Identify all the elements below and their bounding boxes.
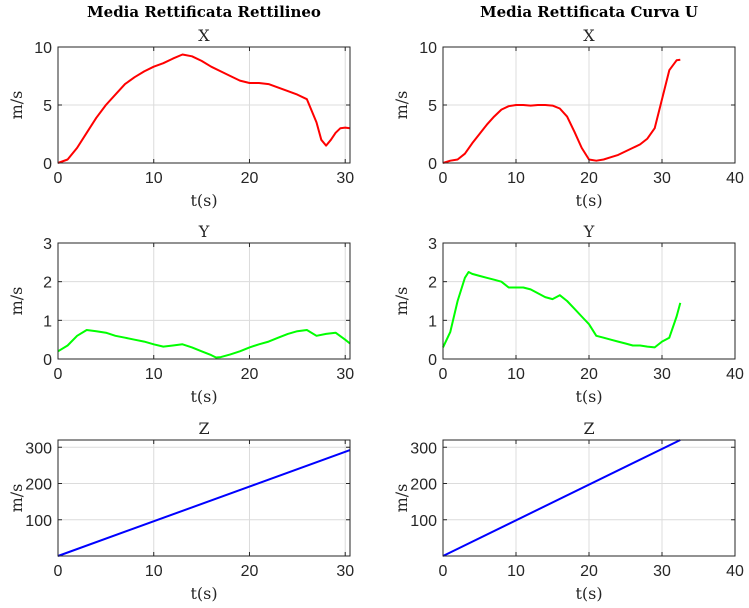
x-tick-label: 40: [726, 563, 744, 580]
plot-area: [58, 440, 350, 556]
y-tick-label: 3: [428, 236, 437, 253]
x-tick-label: 20: [241, 563, 259, 580]
y-tick-label: 0: [428, 352, 437, 369]
x-tick-label: 20: [580, 563, 598, 580]
x-tick-label: 10: [145, 563, 163, 580]
x-tick-label: 10: [507, 563, 525, 580]
y-tick-label: 1: [43, 313, 52, 330]
y-tick-label: 300: [410, 440, 437, 457]
subplot-title: X: [583, 26, 595, 45]
x-tick-label: 20: [580, 170, 598, 187]
subplot-title: X: [198, 26, 210, 45]
subplot-title: Z: [198, 419, 209, 438]
x-tick-label: 0: [54, 170, 63, 187]
subplot-5: 0 10 20 30 100 200 300 Zt(s) m/s: [7, 419, 354, 603]
series-line: [57, 53, 351, 164]
x-axis-label: t(s): [575, 584, 602, 603]
x-tick-label: 30: [336, 366, 354, 383]
x-tick-label: 40: [726, 170, 744, 187]
subplot-2: 0 10 20 30 40 0 5 10 Xt(s) m/s Media Rettificata C…: [392, 3, 744, 210]
y-tick-label: 2: [43, 275, 52, 292]
y-tick-label: 3: [43, 236, 52, 253]
x-tick-label: 20: [580, 366, 598, 383]
x-axis-label: t(s): [575, 387, 602, 406]
x-tick-label: 30: [653, 563, 671, 580]
y-tick-label: 5: [428, 98, 437, 115]
y-tick-label: 300: [25, 440, 52, 457]
y-axis-label: m/s: [7, 484, 26, 513]
x-tick-label: 30: [336, 563, 354, 580]
series-line: [442, 439, 681, 557]
x-tick-label: 10: [507, 170, 525, 187]
x-tick-label: 0: [54, 563, 63, 580]
y-axis-label: m/s: [392, 287, 411, 316]
x-tick-label: 10: [145, 170, 163, 187]
series-line: [442, 271, 682, 349]
x-axis-label: t(s): [190, 584, 217, 603]
axes-box: [57, 439, 351, 557]
series-line: [57, 449, 351, 557]
y-tick-label: 10: [419, 40, 437, 57]
y-axis-label: m/s: [7, 287, 26, 316]
axes-box: [57, 242, 351, 360]
plot-area: [58, 243, 350, 359]
x-tick-label: 20: [241, 170, 259, 187]
y-tick-label: 10: [34, 40, 52, 57]
y-tick-label: 5: [43, 98, 52, 115]
column-title: Media Rettificata Rettilineo: [87, 3, 321, 21]
y-tick-label: 100: [25, 513, 52, 530]
x-tick-label: 30: [653, 170, 671, 187]
subplot-1: 0 10 20 30 0 5 10 Xt(s) m/s Media Rettificata Ret…: [7, 3, 354, 210]
y-tick-label: 200: [25, 477, 52, 494]
y-tick-label: 0: [43, 352, 52, 369]
x-axis-label: t(s): [575, 191, 602, 210]
x-tick-label: 40: [726, 366, 744, 383]
x-tick-label: 30: [653, 366, 671, 383]
subplot-title: Y: [583, 222, 595, 241]
subplot-4: 0 10 20 30 40 0 1 2 3 Yt(s) m/s: [392, 222, 744, 406]
x-tick-label: 10: [507, 366, 525, 383]
subplot-6: 0 10 20 30 40 100 200 300 Zt(s) m/s: [392, 419, 744, 603]
y-tick-label: 0: [43, 156, 52, 173]
subplot-title: Y: [198, 222, 210, 241]
y-axis-label: m/s: [7, 91, 26, 120]
x-tick-label: 0: [54, 366, 63, 383]
x-axis-label: t(s): [190, 387, 217, 406]
y-tick-label: 0: [428, 156, 437, 173]
series-line: [57, 329, 351, 359]
subplot-title: Z: [583, 419, 594, 438]
y-tick-label: 100: [410, 513, 437, 530]
y-tick-label: 200: [410, 477, 437, 494]
x-tick-label: 0: [439, 563, 448, 580]
x-tick-label: 20: [241, 366, 259, 383]
x-tick-label: 0: [439, 170, 448, 187]
column-title: Media Rettificata Curva U: [480, 3, 698, 21]
subplot-3: 0 10 20 30 0 1 2 3 Yt(s) m/s: [7, 222, 354, 406]
y-axis-label: m/s: [392, 91, 411, 120]
x-tick-label: 0: [439, 366, 448, 383]
y-tick-label: 1: [428, 313, 437, 330]
y-tick-label: 2: [428, 275, 437, 292]
y-axis-label: m/s: [392, 484, 411, 513]
x-axis-label: t(s): [190, 191, 217, 210]
x-tick-label: 10: [145, 366, 163, 383]
series-line: [442, 58, 681, 164]
x-tick-label: 30: [336, 170, 354, 187]
